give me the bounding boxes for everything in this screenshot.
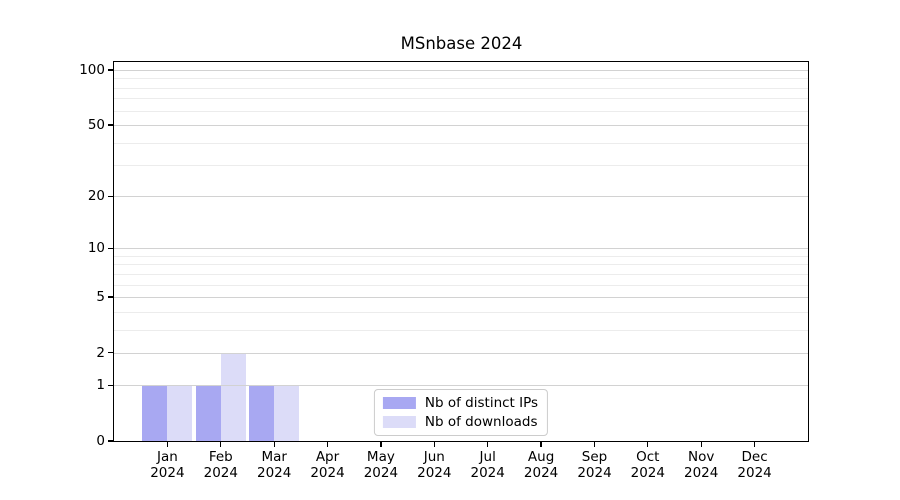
x-axis-tick xyxy=(380,442,382,448)
x-axis-tick-label: Feb 2024 xyxy=(203,449,238,481)
x-axis-tick-label: Mar 2024 xyxy=(257,449,292,481)
x-axis-tick-label: Oct 2024 xyxy=(630,449,665,481)
x-axis-tick-label: Apr 2024 xyxy=(310,449,345,481)
minor-gridline xyxy=(114,329,808,331)
y-axis-tick xyxy=(107,384,113,386)
y-axis-tick-label: 100 xyxy=(79,62,105,78)
bar-downloads xyxy=(220,352,246,441)
x-axis-tick-label: Jan 2024 xyxy=(150,449,185,481)
minor-gridline xyxy=(114,110,808,112)
x-axis-tick-label: May 2024 xyxy=(363,449,399,481)
x-axis-tick-label: Nov 2024 xyxy=(684,449,719,481)
plot-area: Dec 2024 Nov 2024 Oct 2024 Sep 2024 Aug 2024 Jul 20… xyxy=(79,61,809,481)
minor-gridline xyxy=(114,98,808,100)
x-axis-tick xyxy=(326,442,329,448)
x-axis-tick-label: Jul 2024 xyxy=(470,449,505,481)
x-axis-tick xyxy=(753,442,756,448)
y-axis-tick-label: 50 xyxy=(87,116,105,133)
y-axis-tick xyxy=(107,296,113,298)
x-axis-tick xyxy=(487,442,489,448)
major-gridline xyxy=(114,297,808,298)
x-axis-tick xyxy=(593,442,596,448)
x-axis-tick xyxy=(700,442,702,448)
chart-title: MSnbase 2024 xyxy=(400,34,523,53)
bar-downloads xyxy=(274,385,300,441)
x-axis-tick xyxy=(433,442,435,448)
x-axis-tick xyxy=(647,442,649,448)
bar-distinct-ips xyxy=(142,385,168,441)
minor-gridline xyxy=(114,264,808,266)
major-gridline xyxy=(114,124,808,126)
bar-distinct-ips xyxy=(195,385,221,441)
x-axis-tick-label: Jun 2024 xyxy=(417,449,452,481)
y-axis-tick xyxy=(107,440,113,442)
bar-distinct-ips xyxy=(249,385,275,441)
y-axis-tick xyxy=(107,69,113,71)
legend-swatch-downloads xyxy=(382,416,416,428)
minor-gridline xyxy=(114,142,808,144)
minor-gridline xyxy=(114,87,808,89)
y-axis-tick xyxy=(107,352,113,354)
major-gridline xyxy=(114,352,808,354)
minor-gridline xyxy=(114,284,808,286)
y-axis-tick-label: 5 xyxy=(96,289,105,305)
minor-gridline xyxy=(114,311,808,313)
bar-downloads xyxy=(167,385,193,441)
x-axis-tick xyxy=(166,442,169,448)
y-axis-tick-label: 10 xyxy=(87,240,105,257)
major-gridline xyxy=(114,248,808,250)
y-axis-tick xyxy=(107,124,113,126)
y-axis-tick xyxy=(107,195,113,197)
x-axis-tick xyxy=(540,442,542,448)
minor-gridline xyxy=(114,164,808,166)
y-axis-tick xyxy=(107,247,113,249)
minor-gridline xyxy=(114,78,808,80)
legend-label-distinct-ips: Nb of distinct IPs xyxy=(424,395,539,411)
y-axis-tick-label: 0 xyxy=(96,433,105,449)
legend-row-distinct-ips: Nb of distinct IPs xyxy=(382,395,539,411)
y-axis-tick-label: 1 xyxy=(96,377,105,394)
minor-gridline xyxy=(114,255,808,257)
x-axis-tick-label: Sep 2024 xyxy=(577,449,612,481)
legend-swatch-distinct-ips xyxy=(382,397,416,409)
legend-row-downloads: Nb of downloads xyxy=(382,414,538,430)
major-gridline xyxy=(114,70,808,71)
major-gridline xyxy=(114,385,808,387)
x-axis-tick xyxy=(273,442,275,448)
y-axis-tick-label: 2 xyxy=(96,344,105,361)
y-axis-tick-label: 20 xyxy=(87,188,105,205)
x-axis-tick-label: Dec 2024 xyxy=(737,449,772,481)
x-axis-tick xyxy=(220,442,222,448)
x-axis-tick-label: Aug 2024 xyxy=(523,449,559,481)
minor-gridline xyxy=(114,273,808,275)
legend-label-downloads: Nb of downloads xyxy=(424,414,538,430)
major-gridline xyxy=(114,196,808,198)
legend: Nb of distinct IPs Nb of downloads xyxy=(373,389,549,436)
